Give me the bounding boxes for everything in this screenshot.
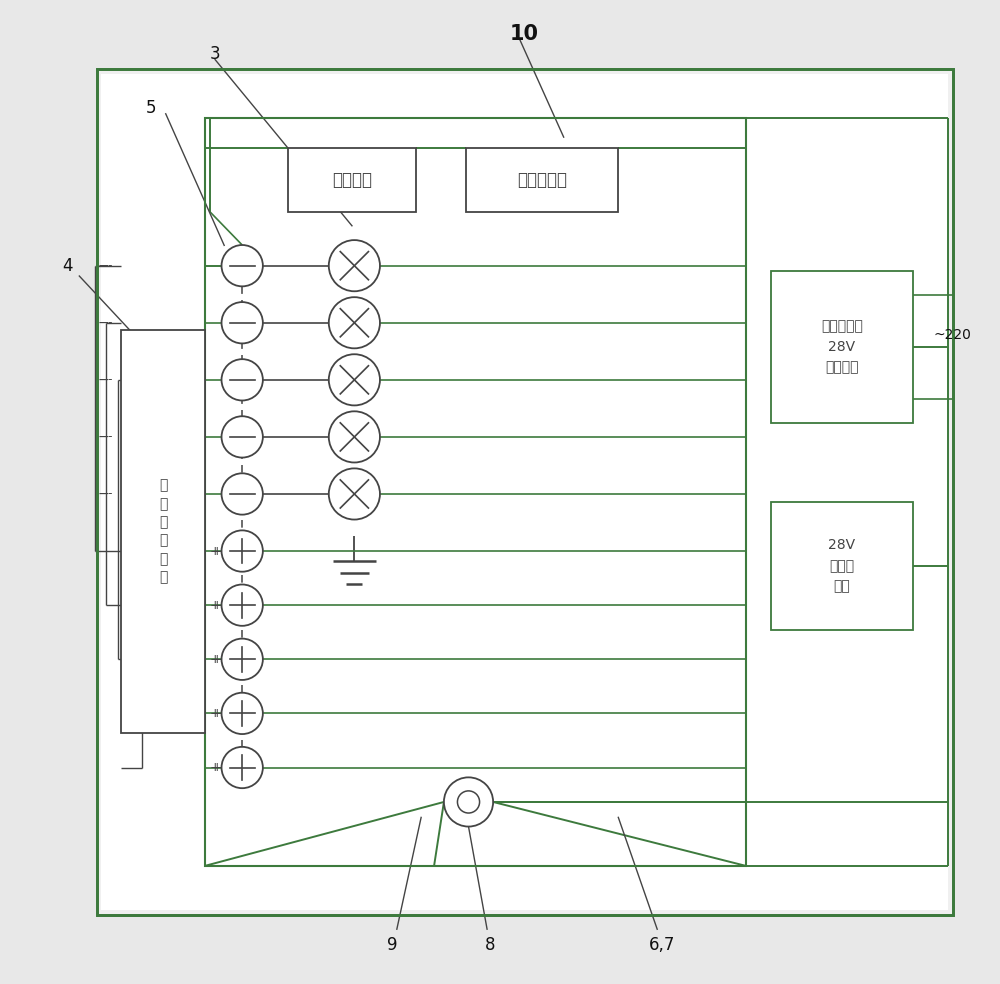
- Text: 被
检
测
继
电
器: 被 检 测 继 电 器: [159, 478, 167, 584]
- Text: +: +: [212, 544, 222, 558]
- FancyBboxPatch shape: [121, 330, 205, 733]
- Circle shape: [222, 530, 263, 572]
- Text: ~220: ~220: [934, 328, 972, 341]
- Text: -: -: [107, 373, 112, 387]
- Text: −: −: [98, 316, 109, 330]
- Text: 电源转换器
28V
直流电源: 电源转换器 28V 直流电源: [821, 319, 863, 375]
- Text: +: +: [212, 598, 222, 612]
- Circle shape: [222, 359, 263, 400]
- Text: 4: 4: [62, 257, 72, 275]
- Circle shape: [222, 584, 263, 626]
- Text: 28V
蓄电池
电源: 28V 蓄电池 电源: [828, 538, 856, 593]
- FancyBboxPatch shape: [97, 69, 953, 915]
- Text: +: +: [210, 652, 220, 666]
- FancyBboxPatch shape: [101, 74, 948, 910]
- Text: -: -: [107, 316, 112, 330]
- Circle shape: [444, 777, 493, 827]
- Circle shape: [329, 468, 380, 520]
- Text: 3: 3: [209, 45, 220, 63]
- Text: −: −: [98, 430, 109, 444]
- Circle shape: [329, 411, 380, 462]
- Text: 5: 5: [145, 99, 156, 117]
- Circle shape: [329, 240, 380, 291]
- Text: 10: 10: [510, 25, 539, 44]
- Text: 8: 8: [485, 936, 495, 953]
- Circle shape: [222, 639, 263, 680]
- Text: 9: 9: [387, 936, 397, 953]
- Text: -: -: [107, 259, 112, 273]
- FancyBboxPatch shape: [288, 148, 416, 212]
- Text: +: +: [210, 598, 220, 612]
- Text: +: +: [212, 761, 222, 774]
- FancyBboxPatch shape: [771, 271, 913, 423]
- Circle shape: [222, 473, 263, 515]
- Text: −: −: [98, 487, 109, 501]
- Text: +: +: [212, 707, 222, 720]
- Text: 彩色显示器: 彩色显示器: [517, 170, 567, 189]
- Text: +: +: [210, 707, 220, 720]
- Text: -: -: [107, 487, 112, 501]
- FancyBboxPatch shape: [466, 148, 618, 212]
- Text: +: +: [212, 652, 222, 666]
- Text: −: −: [98, 259, 109, 273]
- Circle shape: [329, 354, 380, 405]
- Text: −: −: [98, 373, 109, 387]
- Text: 采集模块: 采集模块: [332, 170, 372, 189]
- Text: -: -: [107, 430, 112, 444]
- Text: +: +: [210, 544, 220, 558]
- Circle shape: [222, 693, 263, 734]
- Circle shape: [222, 302, 263, 343]
- Text: +: +: [210, 761, 220, 774]
- Text: 6,7: 6,7: [649, 936, 676, 953]
- Circle shape: [329, 297, 380, 348]
- FancyBboxPatch shape: [771, 502, 913, 630]
- Circle shape: [222, 416, 263, 458]
- Circle shape: [222, 747, 263, 788]
- Circle shape: [222, 245, 263, 286]
